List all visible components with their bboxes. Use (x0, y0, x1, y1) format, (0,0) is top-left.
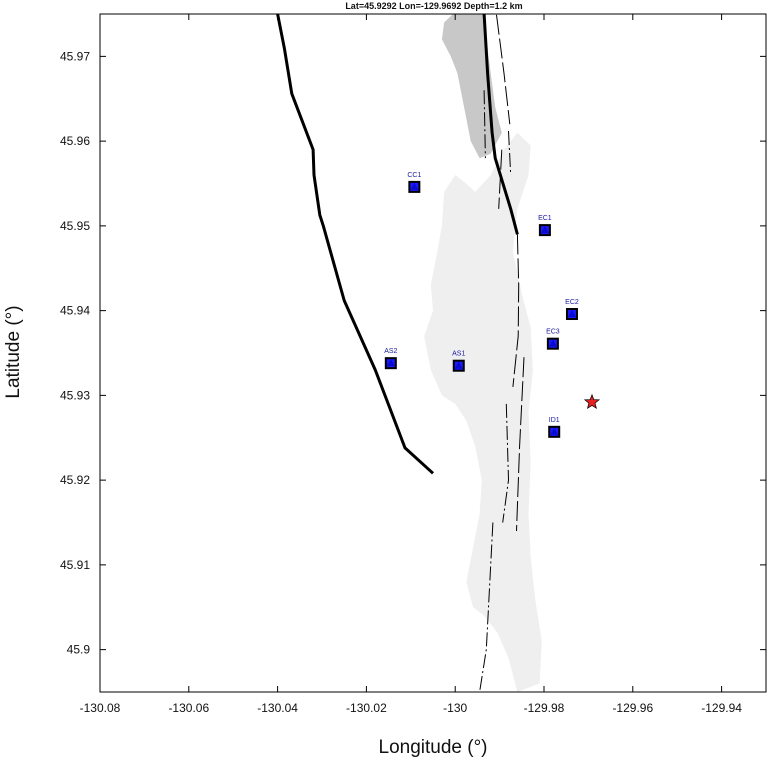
station-marker: AS2 (384, 348, 398, 370)
caldera-rim-west (276, 13, 435, 475)
station-marker: EC1 (538, 215, 552, 237)
x-tick-label: -130.02 (346, 701, 387, 715)
station-label: AS1 (452, 351, 465, 358)
lava-flow-light (424, 132, 542, 692)
x-axis: -130.08 -130.06 -130.04 -130.02 -130 -129.98 -… (80, 14, 742, 715)
x-tick-label: -129.98 (524, 701, 565, 715)
y-tick-label: 45.96 (60, 134, 90, 148)
caldera-rim-east (482, 13, 519, 235)
plot-area: CC1 EC1 EC2 EC3 AS2 AS1 ID1 (99, 13, 767, 693)
station-triangle (540, 226, 549, 234)
station-label: AS2 (384, 348, 397, 355)
fissure-line (502, 403, 510, 523)
y-tick-label: 45.95 (60, 219, 90, 233)
event-star (583, 393, 601, 409)
station-marker: EC3 (546, 329, 560, 350)
y-tick-label: 45.93 (60, 388, 90, 402)
station-marker: CC1 (407, 172, 421, 193)
x-tick-label: -130.04 (257, 701, 298, 715)
station-triangle (386, 359, 395, 367)
station-label: EC1 (538, 215, 552, 222)
map-title: Lat=45.9292 Lon=-129.9692 Depth=1.2 km (345, 1, 522, 11)
fissure-line (498, 149, 503, 209)
station-triangle (454, 361, 463, 369)
fissure-line (512, 234, 520, 387)
plot-border (99, 13, 767, 693)
x-axis-label: Longitude (°) (379, 737, 488, 758)
station-label: ID1 (549, 417, 560, 424)
x-tick-label: -130 (443, 701, 467, 715)
station-triangle (548, 339, 557, 347)
fissure-line (496, 14, 511, 125)
station-label: CC1 (407, 172, 421, 179)
station-triangle (567, 310, 576, 318)
x-tick-label: -130.08 (80, 701, 121, 715)
y-tick-label: 45.97 (60, 49, 90, 63)
stations: CC1 EC1 EC2 EC3 AS2 AS1 ID1 (384, 172, 579, 438)
earthquake-event (583, 393, 601, 409)
y-tick-label: 45.9 (67, 643, 91, 657)
station-marker: EC2 (565, 299, 579, 321)
fissure-line (516, 357, 525, 532)
station-marker: AS1 (452, 351, 465, 372)
station-triangle (550, 427, 559, 435)
y-tick-label: 45.92 (60, 473, 90, 487)
x-tick-label: -130.06 (168, 701, 209, 715)
caldera-and-fissures (276, 13, 525, 693)
fissure-line (508, 130, 512, 176)
station-triangle (410, 182, 419, 190)
y-axis: 45.9 45.91 45.92 45.93 45.94 45.95 45.96 45.97 (60, 49, 766, 657)
station-marker: ID1 (548, 417, 561, 438)
station-label: EC2 (565, 299, 579, 306)
fissure-line (479, 522, 494, 693)
y-axis-label: Latitude (°) (3, 305, 24, 398)
x-tick-label: -129.94 (701, 701, 742, 715)
y-tick-label: 45.91 (60, 558, 90, 572)
station-label: EC3 (546, 329, 560, 336)
fissure-line (483, 90, 486, 159)
x-tick-label: -129.96 (612, 701, 653, 715)
y-tick-label: 45.94 (60, 304, 90, 318)
